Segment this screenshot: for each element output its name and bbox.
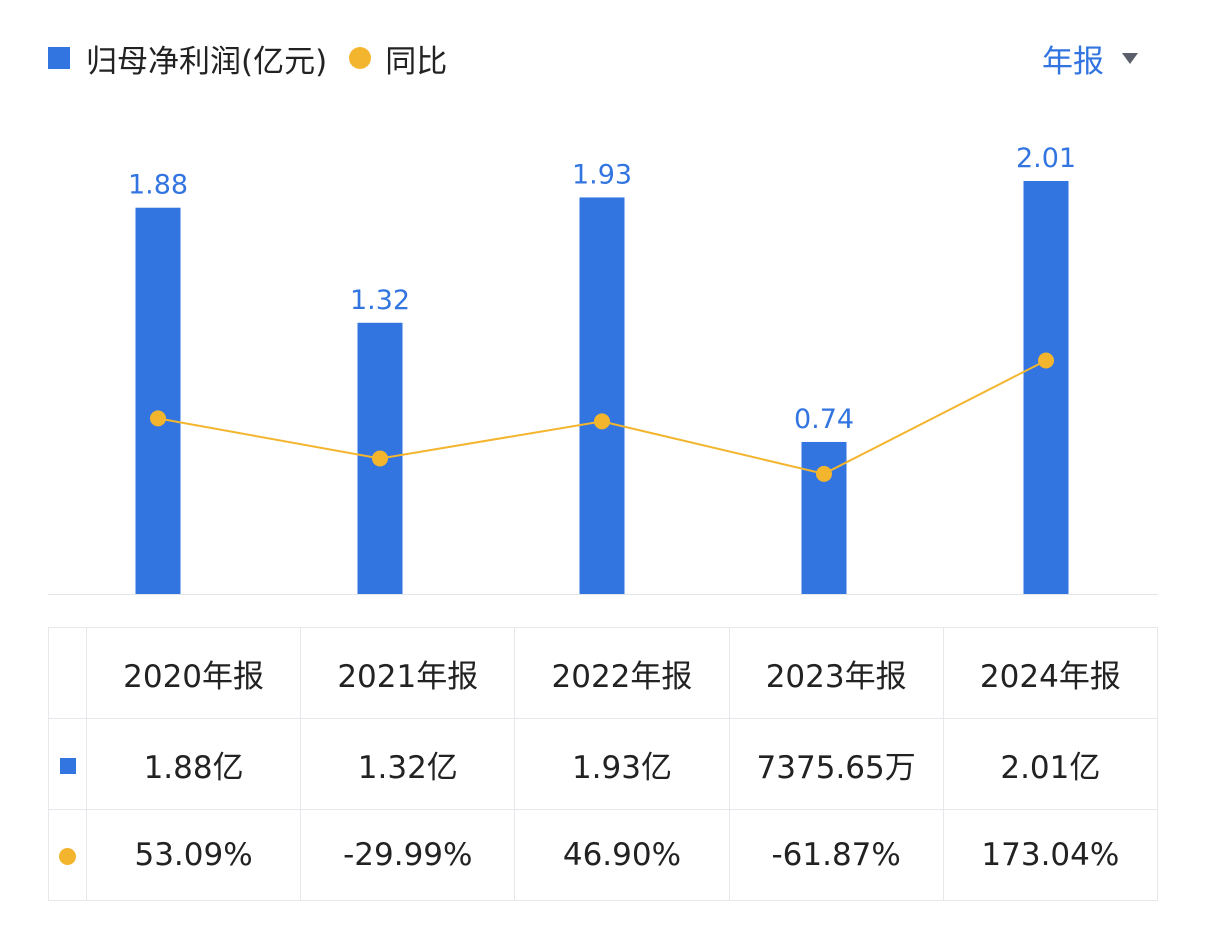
bar-series-legend-label: 归母净利润(亿元) bbox=[86, 43, 328, 80]
table-cell: 1.88亿 bbox=[85, 718, 302, 810]
table-header-cell: 2024年报 bbox=[942, 627, 1159, 719]
bar-series-square-icon bbox=[59, 758, 76, 774]
bar-series-legend-icon bbox=[48, 47, 70, 69]
yoy-point bbox=[150, 410, 166, 427]
table-header-cell: 2021年报 bbox=[300, 627, 516, 719]
table-cell: 2.01亿 bbox=[942, 718, 1159, 810]
line-series-legend-label: 同比 bbox=[385, 43, 448, 80]
bar-value-label: 2.01 bbox=[1016, 143, 1076, 174]
period-dropdown-label: 年报 bbox=[1042, 43, 1104, 80]
chart-legend: 归母净利润(亿元) 同比 bbox=[48, 36, 447, 80]
table-cell: 173.04% bbox=[942, 809, 1159, 901]
table-cell: 46.90% bbox=[514, 809, 730, 901]
table-header-cell: 2020年报 bbox=[85, 627, 302, 719]
table-cell: -29.99% bbox=[300, 809, 516, 901]
table-corner-cell bbox=[48, 627, 87, 719]
line-series-legend-icon bbox=[349, 47, 372, 69]
bar-line-chart: 1.88 1.32 1.93 0.74 2.01 bbox=[48, 143, 1158, 595]
yoy-point bbox=[594, 413, 610, 430]
table-cell: -61.87% bbox=[728, 809, 944, 901]
caret-down-icon bbox=[1122, 52, 1138, 64]
table-header-row: 2020年报 2021年报 2022年报 2023年报 2024年报 bbox=[48, 627, 1159, 719]
bar-value-label: 1.88 bbox=[128, 170, 188, 201]
table-row-marker bbox=[48, 718, 87, 810]
period-dropdown[interactable]: 年报 bbox=[1042, 36, 1138, 80]
data-table: 2020年报 2021年报 2022年报 2023年报 2024年报 1.88亿… bbox=[48, 627, 1159, 901]
table-cell: 1.93亿 bbox=[514, 718, 730, 810]
bar-value-label: 1.93 bbox=[572, 159, 632, 190]
table-cell: 1.32亿 bbox=[300, 718, 516, 810]
line-series-dot-icon bbox=[59, 848, 76, 865]
bar bbox=[579, 197, 625, 594]
yoy-point bbox=[1038, 352, 1054, 369]
bar bbox=[135, 207, 181, 595]
bar-value-label: 0.74 bbox=[794, 404, 854, 435]
yoy-point bbox=[816, 465, 832, 482]
table-row-net-profit: 1.88亿 1.32亿 1.93亿 7375.65万 2.01亿 bbox=[48, 718, 1159, 810]
bar-value-label: 1.32 bbox=[350, 285, 410, 316]
bar bbox=[1023, 181, 1069, 594]
yoy-point bbox=[372, 450, 388, 467]
table-cell: 53.09% bbox=[85, 809, 302, 901]
table-row-yoy: 53.09% -29.99% 46.90% -61.87% 173.04% bbox=[48, 809, 1159, 901]
table-cell: 7375.65万 bbox=[728, 718, 944, 810]
table-row-marker bbox=[48, 809, 87, 901]
table-header-cell: 2022年报 bbox=[514, 627, 730, 719]
table-header-cell: 2023年报 bbox=[728, 627, 944, 719]
